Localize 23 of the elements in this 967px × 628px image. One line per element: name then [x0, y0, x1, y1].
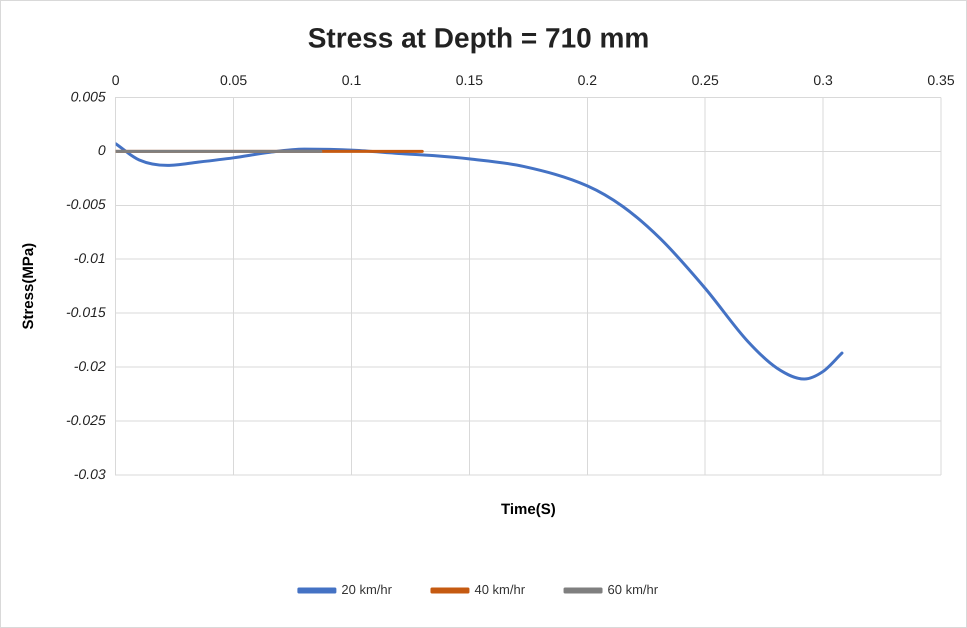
x-tick-label: 0.3 — [813, 72, 834, 88]
y-tick-label: -0.01 — [74, 250, 106, 266]
x-tick-label: 0 — [112, 72, 120, 88]
y-tick-label: -0.02 — [74, 358, 106, 374]
y-tick-label: -0.025 — [66, 412, 106, 428]
chart-title: Stress at Depth = 710 mm — [308, 22, 650, 54]
x-tick-label: 0.25 — [692, 72, 720, 88]
y-tick-label: -0.005 — [66, 196, 106, 212]
x-tick-label: 0.35 — [927, 72, 955, 88]
y-tick-label: -0.03 — [74, 466, 106, 482]
y-tick-label: 0 — [98, 142, 106, 158]
x-tick-label: 0.05 — [220, 72, 248, 88]
x-axis-title: Time(S) — [500, 501, 556, 518]
y-tick-label: -0.015 — [66, 304, 106, 320]
line-series — [116, 142, 844, 380]
x-tick-label: 0.2 — [578, 72, 598, 88]
y-tick-label: 0.005 — [70, 88, 106, 104]
x-tick-label: 0.1 — [342, 72, 362, 88]
legend-label: 40 km/hr — [474, 582, 526, 598]
x-tick-label: 0.15 — [456, 72, 484, 88]
legend-label: 60 km/hr — [608, 582, 659, 598]
legend-label: 20 km/hr — [341, 582, 393, 598]
y-axis-title: Stress(MPa) — [20, 242, 38, 330]
